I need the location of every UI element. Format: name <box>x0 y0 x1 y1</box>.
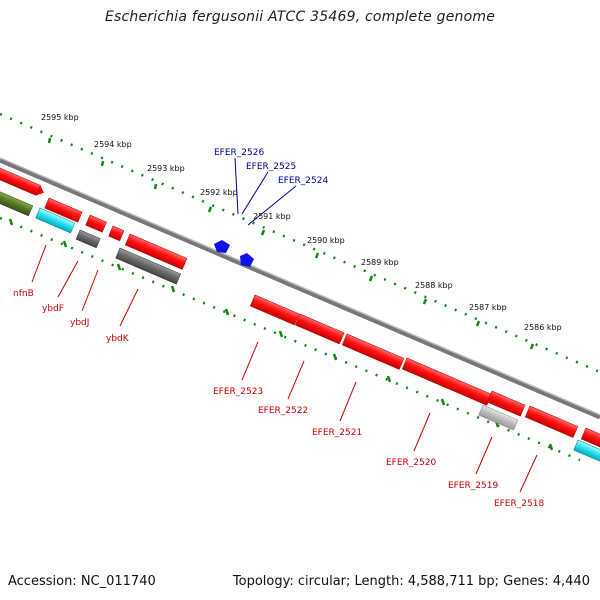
gene-arrow <box>44 197 83 223</box>
kbp-label: 2589 kbp <box>361 258 399 267</box>
red-gene-labels: nfnB ybdF ybdJ ybdK EFER_2523 EFER_2522 … <box>13 289 544 509</box>
gene-arrow <box>249 294 300 326</box>
gene-label: EFER_2518 <box>494 499 544 509</box>
gene-arrow <box>341 333 405 370</box>
kbp-label: 2590 kbp <box>307 236 345 245</box>
gene-blue-marker <box>214 240 230 253</box>
gene-arrow <box>108 225 125 242</box>
topology-text: Topology: circular; Length: 4,588,711 bp… <box>232 574 590 589</box>
gene-label: EFER_2525 <box>246 162 296 172</box>
outer-scale-ticks <box>47 137 535 350</box>
gene-blue-marker <box>240 253 254 267</box>
genome-backbone <box>0 157 600 420</box>
kbp-label: 2591 kbp <box>253 212 291 221</box>
gene-arrow <box>0 189 34 217</box>
gene-label: ybdJ <box>70 318 89 328</box>
gene-label: ybdF <box>42 304 64 314</box>
gene-arrow <box>524 405 579 438</box>
gene-label: EFER_2523 <box>213 387 263 397</box>
kbp-label: 2588 kbp <box>415 281 453 290</box>
gene-arrow <box>478 404 519 431</box>
gene-track-1 <box>0 162 188 270</box>
gene-label: EFER_2522 <box>258 406 308 416</box>
gene-arrow <box>294 313 345 345</box>
map-title: Escherichia fergusonii ATCC 35469, compl… <box>104 9 496 25</box>
kbp-labels: 2595 kbp 2594 kbp 2593 kbp 2592 kbp 2591… <box>41 113 562 332</box>
gene-label: EFER_2526 <box>214 148 264 158</box>
inner-scale-dots <box>0 216 581 462</box>
kbp-label: 2595 kbp <box>41 113 79 122</box>
gene-track-2 <box>0 189 181 285</box>
gene-arrow <box>573 439 600 467</box>
red-leaders <box>31 244 538 493</box>
gene-label: EFER_2524 <box>278 176 328 186</box>
kbp-label: 2593 kbp <box>147 164 185 173</box>
gene-arrow <box>85 214 107 233</box>
gene-label: EFER_2521 <box>312 428 362 438</box>
kbp-label: 2592 kbp <box>200 188 238 197</box>
inner-scale-ticks <box>8 218 554 451</box>
gene-label: EFER_2520 <box>386 458 436 468</box>
kbp-label: 2586 kbp <box>524 323 562 332</box>
kbp-label: 2587 kbp <box>469 303 507 312</box>
gene-track-3 <box>249 294 600 467</box>
blue-leaders <box>234 157 297 226</box>
gene-arrow <box>115 247 181 285</box>
gene-arrow <box>75 229 101 249</box>
gene-label: EFER_2519 <box>448 481 498 491</box>
gene-arrow <box>0 162 44 196</box>
accession-text: Accession: NC_011740 <box>8 574 156 589</box>
gene-arrow <box>486 390 526 417</box>
gene-arrow <box>35 207 76 234</box>
gene-label: nfnB <box>13 289 34 299</box>
gene-label: ybdK <box>106 334 130 344</box>
gene-track-blue <box>214 240 254 267</box>
kbp-label: 2594 kbp <box>94 140 132 149</box>
gene-arrow <box>124 233 188 270</box>
blue-gene-labels: EFER_2526 EFER_2525 EFER_2524 <box>214 148 328 186</box>
